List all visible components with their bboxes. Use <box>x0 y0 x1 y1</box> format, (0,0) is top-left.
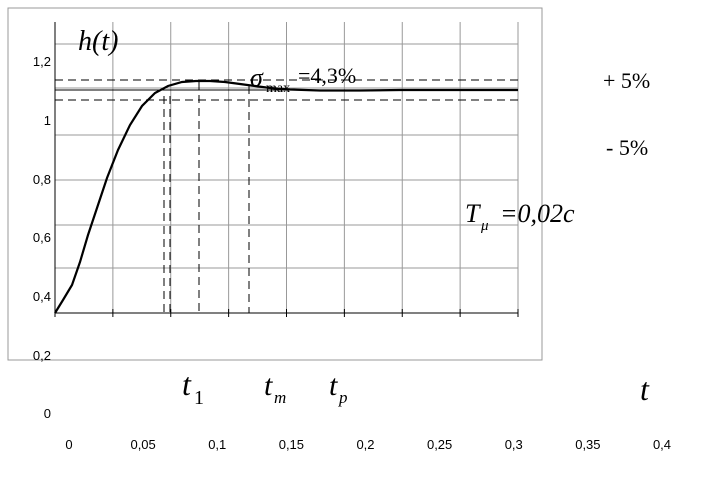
minus-band-label: - 5% <box>606 135 648 160</box>
tp-symbol: t <box>329 369 338 402</box>
x-tick-label: 0,3 <box>505 437 523 452</box>
overshoot-annotation: σ max =4,3% <box>250 63 356 96</box>
y-tick-label: 0 <box>44 406 51 421</box>
t1-subscript: 1 <box>194 387 204 409</box>
tm-subscript: m <box>274 388 286 407</box>
grid-lines <box>54 22 519 317</box>
y-tick-label: 0,8 <box>33 172 51 187</box>
x-axis-label: t <box>640 371 650 407</box>
time-constant-value: =0,02c <box>500 199 575 228</box>
y-tick-label: 0,6 <box>33 230 51 245</box>
x-tick-label: 0,35 <box>575 437 600 452</box>
x-tick-label: 0,25 <box>427 437 452 452</box>
time-constant-subscript: μ <box>480 218 489 234</box>
tp-label: t p <box>329 369 348 407</box>
y-tick-labels: 0 0,2 0,4 0,6 0,8 1 1,2 <box>33 54 51 421</box>
x-tick-label: 0,4 <box>653 437 671 452</box>
plot-frame <box>7 7 543 361</box>
tp-subscript: p <box>338 388 348 407</box>
tm-symbol: t <box>264 369 273 402</box>
y-tick-label: 0,2 <box>33 348 51 363</box>
t1-label: t 1 <box>182 366 204 409</box>
time-constant-annotation: T μ =0,02c <box>465 199 575 234</box>
time-constant-symbol: T <box>465 199 481 228</box>
x-tick-label: 0,1 <box>208 437 226 452</box>
x-tick-label: 0,15 <box>279 437 304 452</box>
x-tick-label: 0,2 <box>356 437 374 452</box>
y-tick-label: 1 <box>44 113 51 128</box>
y-tick-label: 0,4 <box>33 289 51 304</box>
y-tick-label: 1,2 <box>33 54 51 69</box>
overshoot-symbol: σ <box>250 63 264 92</box>
series-line <box>54 79 518 314</box>
tm-label: t m <box>264 369 286 407</box>
overshoot-subscript: max <box>266 81 290 96</box>
x-tick-labels: 0 0,05 0,1 0,15 0,2 0,25 0,3 0,35 0,4 <box>65 437 671 452</box>
x-tick-label: 0,05 <box>130 437 155 452</box>
y-axis-label: h(t) <box>78 26 118 57</box>
x-tick-label: 0 <box>65 437 72 452</box>
plus-band-label: + 5% <box>603 68 650 93</box>
t1-symbol: t <box>182 366 192 402</box>
overshoot-value: =4,3% <box>298 63 356 88</box>
